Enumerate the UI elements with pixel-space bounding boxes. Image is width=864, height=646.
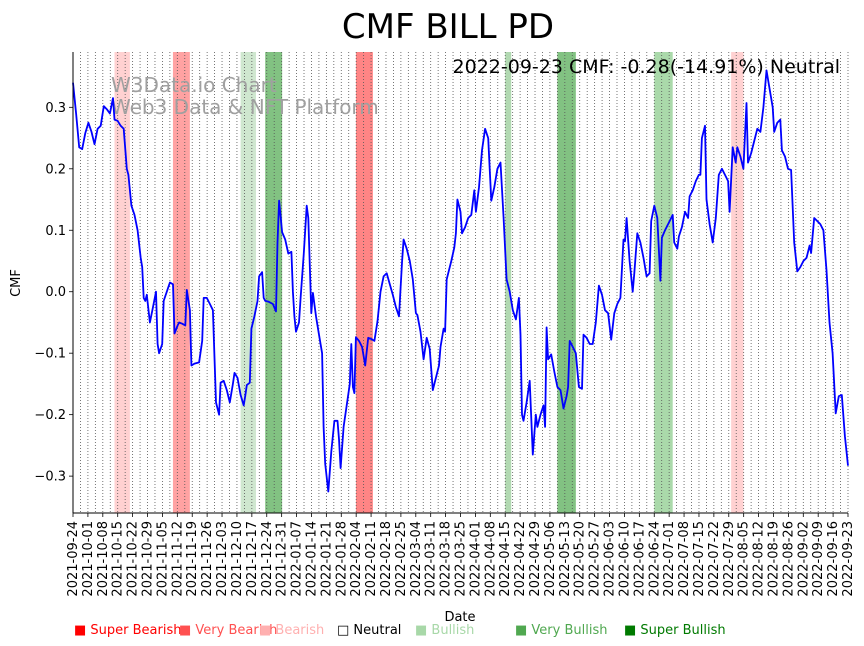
x-tick-label-26: 2022-03-18 [439,521,454,597]
x-tick-label-2: 2021-10-01 [81,521,96,597]
y-tick-label-6: 0.2 [45,162,66,177]
x-tick-label-45: 2022-07-29 [722,521,737,597]
x-tick-label-43: 2022-07-15 [692,521,707,597]
x-tick-label-27: 2022-03-25 [454,521,469,597]
x-tick-label-6: 2021-10-29 [141,521,156,597]
x-tick-label-17: 2022-01-14 [304,521,319,597]
x-tick-label-38: 2022-06-10 [617,521,632,597]
x-tick-label-48: 2022-08-19 [766,521,781,597]
x-tick-label-5: 2021-10-22 [126,521,141,597]
x-tick-label-24: 2022-03-04 [409,521,424,597]
y-tick-label-3: −0.1 [34,347,66,362]
band-5 [355,52,373,513]
x-tick-label-7: 2021-11-05 [155,521,170,597]
x-tick-label-40: 2022-06-24 [647,521,662,597]
x-tick-label-50: 2022-09-02 [796,521,811,597]
y-ticks: −0.3 −0.2 −0.1 0.0 0.1 0.2 0.3 [34,101,73,485]
y-tick-label-7: 0.3 [45,101,66,116]
legend-item-very-bearish: ■ Very Bearish [179,623,277,638]
band-8 [654,52,673,513]
x-tick-label-22: 2022-02-18 [379,521,394,597]
x-tick-label-18: 2022-01-21 [319,521,334,597]
x-axis-label: Date [444,610,475,625]
legend-item-very-bullish: ■ Very Bullish [515,623,607,638]
x-tick-label-51: 2022-09-09 [811,521,826,597]
x-tick-label-25: 2022-03-11 [424,521,439,597]
x-tick-label-34: 2022-05-13 [558,521,573,597]
x-tick-label-15: 2021-12-31 [275,521,290,597]
x-tick-label-1: 2021-09-24 [66,521,81,597]
x-tick-label-39: 2022-06-17 [632,521,647,597]
x-tick-label-11: 2021-12-03 [215,521,230,597]
x-tick-label-21: 2022-02-11 [364,521,379,597]
cmf-series [72,69,849,493]
signal-bands [114,52,744,513]
x-tick-label-13: 2021-12-17 [245,521,260,597]
x-tick-label-47: 2022-08-12 [752,521,767,597]
y-tick-label-5: 0.1 [45,224,66,239]
x-tick-label-32: 2022-04-29 [528,521,543,597]
x-tick-label-29: 2022-04-08 [483,521,498,597]
x-tick-label-14: 2021-12-24 [260,521,275,597]
latest-value-annotation: 2022-09-23 CMF: -0.28(-14.91%) Neutral [453,56,840,78]
legend-item-super-bearish: ■ Super Bearish [74,623,182,638]
x-tick-label-3: 2021-10-08 [96,521,111,597]
legend-item-super-bullish: ■ Super Bullish [624,623,726,638]
x-tick-label-41: 2022-07-01 [662,521,677,597]
y-tick-label-4: 0.0 [45,285,66,300]
chart-title: CMF BILL PD [342,7,554,47]
x-tick-label-30: 2022-04-15 [498,521,513,597]
x-tick-label-19: 2022-01-28 [334,521,349,597]
x-tick-label-28: 2022-04-01 [468,521,483,597]
x-tick-label-31: 2022-04-22 [513,521,528,597]
x-tick-label-8: 2021-11-12 [170,521,185,597]
x-tick-label-9: 2021-11-19 [185,521,200,597]
legend-item-bearish: ■ Bearish [259,623,324,638]
watermark-line-1: W3Data.io Chart [111,73,277,97]
x-tick-label-10: 2021-11-26 [200,521,215,597]
band-9 [731,52,744,513]
legend-item-neutral: □ Neutral [337,623,401,638]
legend: ■ Super Bearish■ Very Bearish■ Bearish □ … [74,623,726,638]
band-4 [265,52,283,513]
x-tick-label-46: 2022-08-05 [737,521,752,597]
band-3 [240,52,256,513]
y-tick-label-2: −0.2 [34,408,66,423]
x-tick-label-42: 2022-07-08 [677,521,692,597]
x-tick-label-16: 2022-01-07 [290,521,305,597]
x-tick-label-20: 2022-02-04 [349,521,364,597]
x-tick-label-37: 2022-06-03 [603,521,618,597]
x-tick-label-52: 2022-09-16 [826,521,841,597]
x-ticks: 2021-09-24 2021-10-01 2021-10-08 2021-10-15… [66,513,856,597]
x-tick-label-53: 2022-09-23 [841,521,856,597]
x-tick-label-23: 2022-02-25 [394,521,409,597]
legend-item-bullish: ■ Bullish [415,623,474,638]
watermark-line-2: Web3 Data & NFT Platform [111,95,379,119]
x-tick-label-44: 2022-07-22 [707,521,722,597]
x-tick-label-4: 2021-10-15 [111,521,126,597]
band-7 [557,52,576,513]
x-tick-label-33: 2022-05-06 [543,521,558,597]
y-axis-label: CMF [9,269,24,297]
band-2 [172,52,190,513]
x-tick-label-49: 2022-08-26 [781,521,796,597]
x-tick-label-12: 2021-12-10 [230,521,245,597]
x-tick-label-35: 2022-05-20 [573,521,588,597]
series-line-cmf [72,69,849,493]
y-tick-label-1: −0.3 [34,470,66,485]
x-tick-label-36: 2022-05-27 [588,521,603,597]
